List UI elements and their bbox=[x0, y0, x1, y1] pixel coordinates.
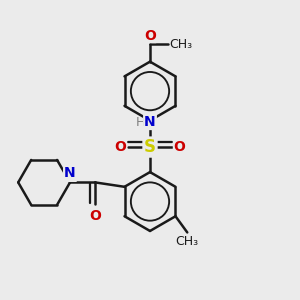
Text: N: N bbox=[64, 167, 76, 181]
Text: O: O bbox=[89, 209, 101, 223]
Text: O: O bbox=[173, 140, 185, 154]
Text: O: O bbox=[144, 28, 156, 43]
Text: N: N bbox=[144, 115, 156, 129]
Text: CH₃: CH₃ bbox=[176, 236, 199, 248]
Text: H: H bbox=[136, 116, 146, 128]
Text: O: O bbox=[115, 140, 127, 154]
Text: S: S bbox=[144, 138, 156, 156]
Text: CH₃: CH₃ bbox=[169, 38, 192, 50]
Text: N: N bbox=[64, 166, 76, 180]
